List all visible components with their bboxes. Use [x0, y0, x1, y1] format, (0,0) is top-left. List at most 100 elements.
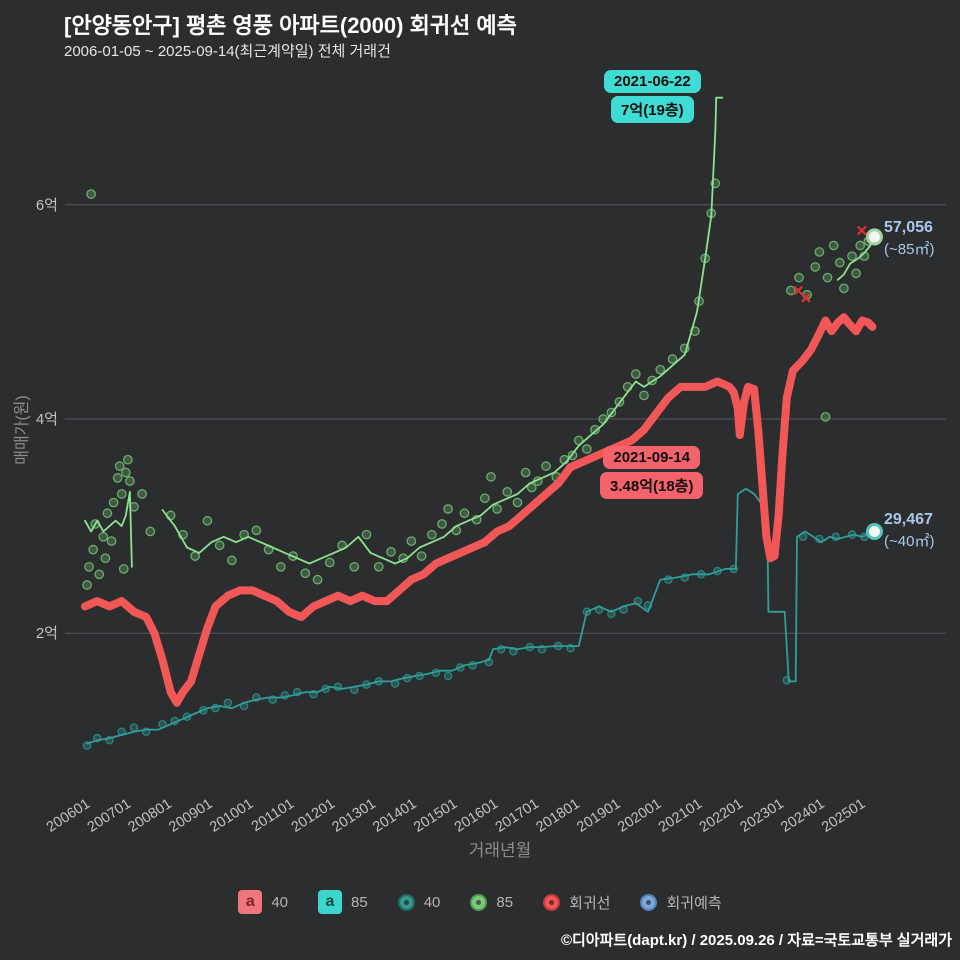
endpoint-marker [865, 228, 883, 246]
trade-dot-85 [108, 497, 119, 508]
trade-dot-40 [443, 671, 453, 681]
trade-dot-85 [847, 251, 857, 262]
legend-swatch-a85-icon: a [318, 890, 342, 914]
x-tick-label: 200901 [166, 796, 215, 836]
legend-item-prediction[interactable]: 회귀예측 [640, 892, 722, 913]
trade-dot-85 [227, 555, 237, 566]
annotation-recent-trade-price: 3.48억(18층) [600, 472, 704, 499]
trade-dot-85 [116, 489, 127, 499]
date-range-subtitle: 2006-01-05 ~ 2025-09-14(최근계약일) 전체 거래건 [64, 43, 391, 60]
trade-dot-85 [443, 504, 453, 514]
legend-marker-dot85-icon [470, 893, 488, 911]
trade-dot-85 [102, 508, 113, 519]
trade-dot-85 [324, 557, 335, 568]
trade-dot-85 [667, 354, 678, 364]
trade-dot-85 [349, 561, 360, 572]
x-tick-label: 202001 [615, 796, 664, 836]
legend-marker-prediction-icon [640, 893, 658, 911]
x-tick-label: 202301 [737, 796, 786, 836]
legend-marker-dot40-icon [397, 893, 415, 911]
trade-dot-85 [202, 515, 213, 526]
x-marker-icon [857, 225, 867, 236]
legend-item-dot85[interactable]: 85 [470, 893, 514, 911]
latest-value-85-number: 57,056 [884, 219, 933, 236]
latest-value-85-size: (~85㎡) [884, 241, 935, 259]
x-tick-label: 201201 [289, 796, 338, 836]
annotation-recent-trade-date: 2021-09-14 [603, 446, 701, 469]
trade-dot-85 [251, 525, 262, 536]
trade-dot-85 [459, 508, 470, 519]
trade-dot-85 [834, 257, 845, 268]
legend-item-a40[interactable]: a 40 [238, 890, 288, 914]
legend-item-regression[interactable]: 회귀선 [543, 892, 610, 913]
trade-dot-85 [88, 544, 99, 555]
y-axis-title: 매매가(원) [14, 395, 31, 465]
annotation-max-trade-price: 7억(19층) [611, 96, 694, 123]
trade-dot-85 [785, 285, 796, 296]
legend-item-a85[interactable]: a 85 [318, 890, 368, 914]
x-marker-icon [793, 285, 803, 296]
trade-dot-85 [502, 486, 513, 497]
y-tick-label: 2억 [36, 625, 58, 642]
trade-dot-85 [814, 247, 825, 257]
trade-dot-85 [98, 531, 109, 542]
trade-dot-85 [810, 262, 821, 272]
x-marker-icon [801, 293, 811, 303]
trade-dot-85 [114, 461, 125, 471]
x-tick-label: 201301 [329, 796, 378, 836]
x-tick-label: 201701 [493, 796, 542, 836]
trade-dot-85 [655, 364, 666, 375]
source-credit: ©디아파트(dapt.kr) / 2025.09.26 / 자료=국토교통부 실… [560, 932, 952, 949]
trade-dot-85 [120, 467, 131, 478]
legend-label-a40: 40 [271, 893, 288, 911]
trade-dot-85 [82, 580, 92, 590]
trade-dot-40 [607, 609, 616, 619]
latest-value-40-size: (~40㎡) [884, 533, 935, 551]
latest-value-40: 29,467 (~40㎡) [884, 508, 934, 553]
x-tick-label: 202201 [697, 796, 746, 836]
endpoint-marker [865, 522, 883, 540]
trade-dot-85 [437, 519, 447, 529]
trade-dot-85 [137, 489, 147, 499]
trade-dot-85 [373, 561, 384, 572]
x-tick-label: 200701 [85, 796, 134, 836]
x-tick-label: 200801 [125, 796, 174, 836]
85-line-a [84, 490, 133, 568]
trade-dot-85 [312, 574, 323, 585]
trade-dot-85 [86, 189, 96, 199]
trade-dot-85 [590, 424, 600, 435]
trade-dot-85 [275, 561, 286, 572]
legend-label-dot85: 85 [496, 893, 514, 911]
x-tick-label: 201401 [370, 796, 419, 836]
annotation-max-trade-date: 2021-06-22 [604, 70, 701, 93]
trade-dot-85 [820, 412, 831, 422]
trade-dot-85 [214, 540, 225, 551]
latest-value-85: 57,056 (~85㎡) [884, 216, 934, 261]
trade-dot-85 [520, 467, 531, 478]
legend-item-dot40[interactable]: 40 [397, 893, 441, 911]
x-tick-label: 201901 [574, 796, 623, 836]
trade-dot-85 [112, 473, 123, 483]
legend-label-dot40: 40 [423, 893, 441, 911]
trade-dot-85 [361, 529, 372, 540]
trade-dot-85 [106, 536, 117, 546]
85-line-c [836, 235, 876, 281]
trade-dot-85 [100, 553, 111, 564]
x-tick-label: 200601 [44, 796, 93, 836]
85-line-b [161, 96, 724, 565]
trade-dot-85 [573, 435, 584, 446]
trade-dot-85 [512, 497, 523, 508]
x-tick-label: 201601 [452, 796, 501, 836]
annotation-recent-trade: 2021-09-14 3.48억(18층) [600, 446, 704, 499]
x-tick-label: 201101 [249, 796, 297, 835]
trade-dot-85 [479, 493, 490, 504]
legend-marker-regression-icon [543, 893, 561, 911]
x-tick-label: 202501 [819, 796, 868, 836]
trade-dot-85 [145, 526, 156, 537]
trade-dot-40 [223, 698, 233, 708]
trade-dot-85 [639, 390, 649, 401]
trade-dot-85 [84, 561, 94, 572]
latest-value-40-number: 29,467 [884, 511, 933, 528]
